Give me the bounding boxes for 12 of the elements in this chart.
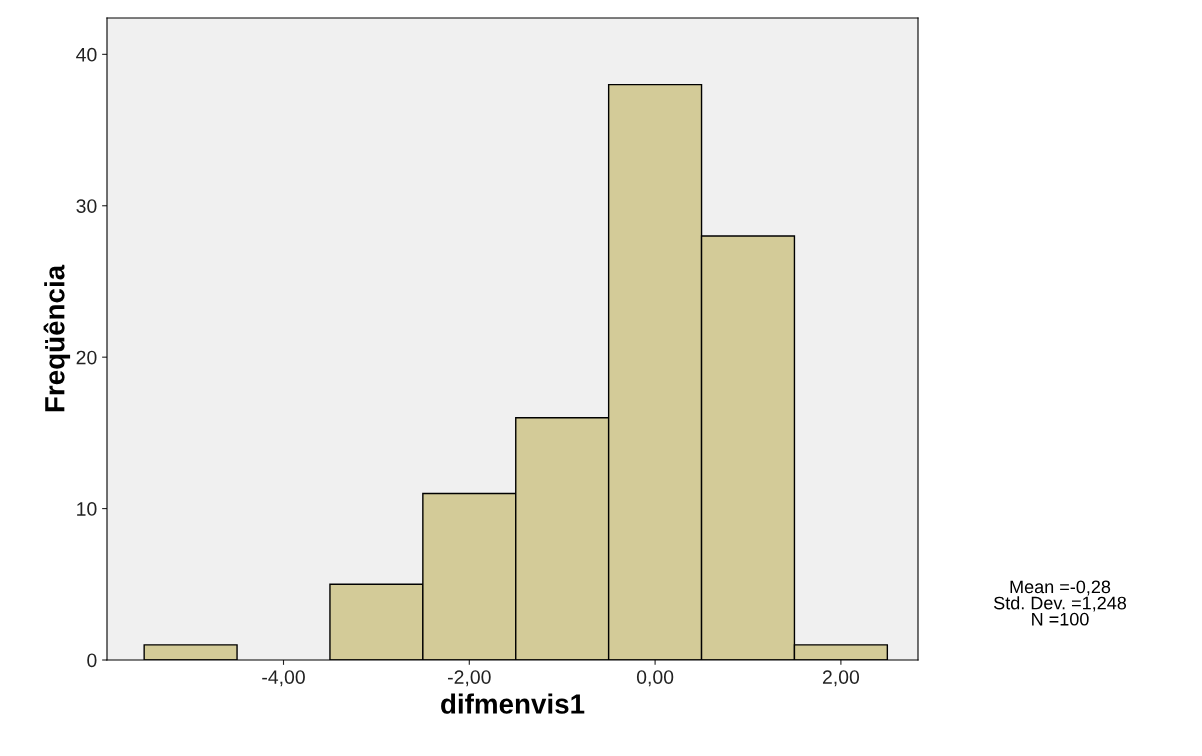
text: Mean =-0,28 Std. Dev. =1,248 N =100: [993, 580, 1127, 626]
x-tick-label: -4,00: [262, 670, 305, 687]
x-tick-label: 2,00: [822, 670, 860, 687]
y-tick-label: 0: [87, 653, 97, 668]
x-axis-title: difmenvis1: [441, 693, 585, 714]
y-tick-label: 40: [76, 47, 97, 62]
y-tick-label: 30: [76, 199, 97, 213]
y-axis-title: Freqüência: [43, 264, 71, 412]
x-tick-label: 0,00: [636, 670, 674, 687]
y-tick-label: 10: [77, 502, 97, 516]
x-tick-label: -2,00: [448, 670, 491, 687]
y-tick-label: 20: [76, 350, 97, 365]
